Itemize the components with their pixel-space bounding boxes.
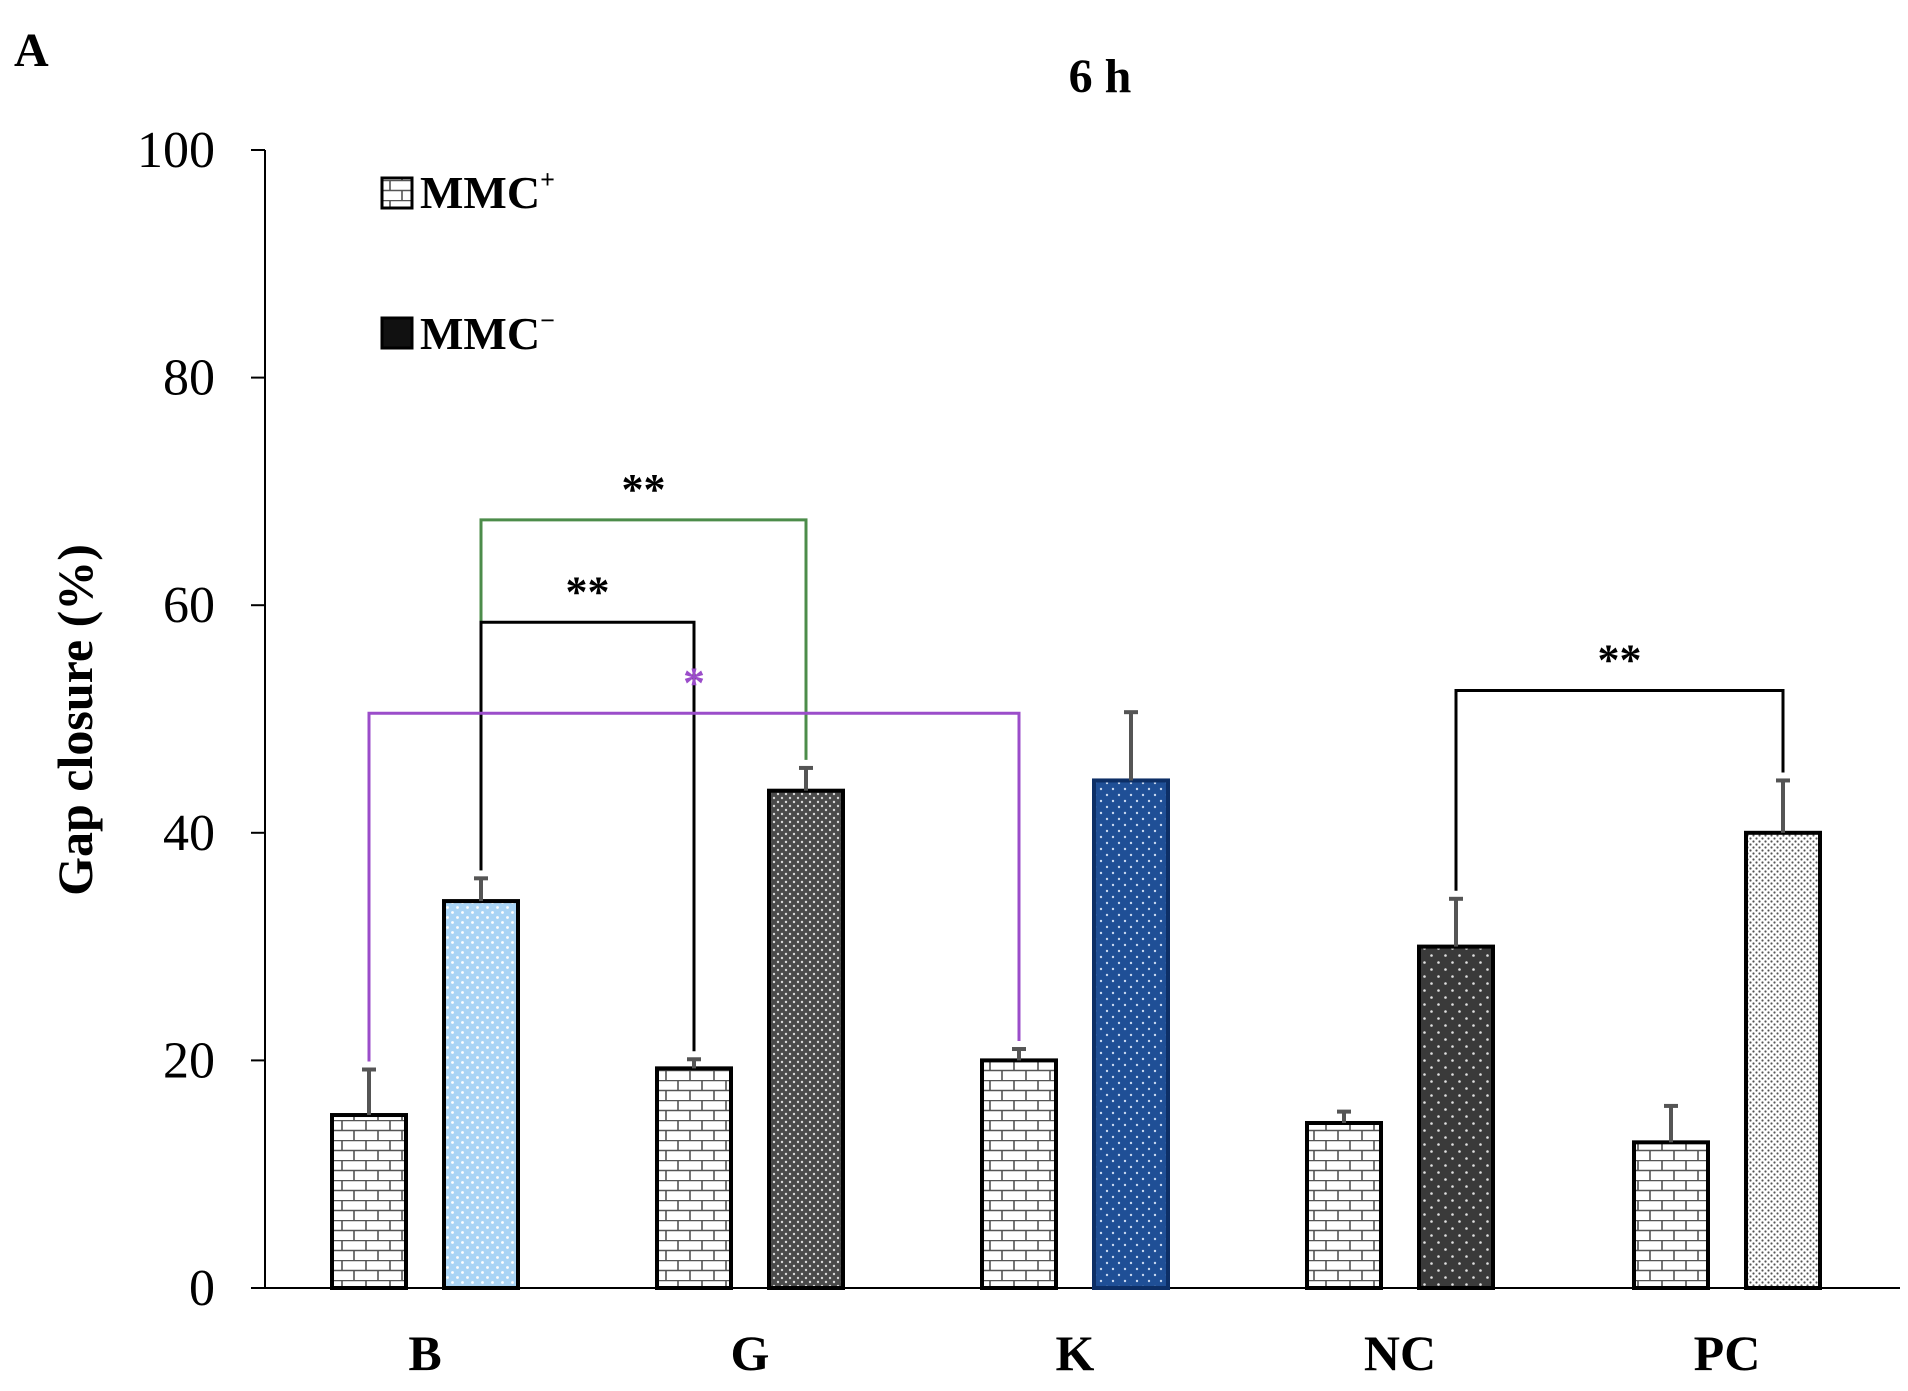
bar-mmc-minus-nc — [1417, 944, 1495, 1290]
legend-label-mmc-plus: MMC+ — [420, 165, 555, 218]
y-tick-label-0: 0 — [189, 1260, 215, 1317]
bar-mmc-minus-pc — [1744, 830, 1822, 1290]
significance-brackets: ***** ** — [367, 465, 1785, 1062]
legend-label-mmc-minus: MMC− — [420, 306, 555, 359]
significance-label-4: ** — [1598, 636, 1642, 685]
significance-bracket-3 — [367, 711, 1021, 1062]
x-tick-label-g: G — [731, 1325, 770, 1381]
y-tick-label-100: 100 — [137, 122, 215, 179]
x-tick-label-b: B — [408, 1325, 441, 1381]
bar-mmc-plus-k — [980, 1058, 1058, 1291]
legend-swatch-mmc-minus — [380, 316, 414, 350]
y-tick-label-20: 20 — [163, 1032, 215, 1089]
significance-bracket-2 — [479, 620, 696, 1052]
error-bars — [362, 710, 1790, 1143]
legend: MMC+ MMC− — [380, 165, 555, 359]
panel-label: A — [14, 24, 49, 77]
y-tick-label-60: 60 — [163, 577, 215, 634]
legend-item-mmc-minus: MMC− — [380, 306, 555, 359]
legend-swatch-mmc-plus — [380, 176, 414, 210]
y-tick-label-80: 80 — [163, 350, 215, 407]
bar-mmc-plus-nc — [1305, 1120, 1383, 1290]
bar-mmc-minus-g — [767, 788, 845, 1290]
x-ticks: B G K NC PC — [408, 1325, 1760, 1381]
bar-mmc-plus-pc — [1632, 1140, 1710, 1291]
axes — [264, 150, 1900, 1289]
significance-bracket-1 — [479, 518, 808, 871]
significance-bracket-4 — [1454, 689, 1785, 891]
legend-item-mmc-plus: MMC+ — [380, 165, 555, 218]
significance-label-2: ** — [566, 567, 610, 616]
bar-mmc-plus-b — [330, 1113, 408, 1291]
significance-label-1: ** — [622, 465, 666, 514]
x-tick-label-pc: PC — [1694, 1325, 1761, 1381]
chart-title: 6 h — [1069, 50, 1132, 103]
x-tick-label-k: K — [1056, 1325, 1095, 1381]
y-ticks: 0 20 40 60 80 100 — [137, 122, 265, 1317]
bar-mmc-minus-k — [1092, 778, 1170, 1291]
x-tick-label-nc: NC — [1364, 1325, 1436, 1381]
bar-mmc-plus-g — [655, 1066, 733, 1290]
y-tick-label-40: 40 — [163, 805, 215, 862]
bar-mmc-minus-b — [442, 899, 520, 1291]
bars — [330, 778, 1822, 1291]
y-axis-label: Gap closure (%) — [47, 544, 103, 896]
significance-label-3: * — [683, 658, 705, 707]
